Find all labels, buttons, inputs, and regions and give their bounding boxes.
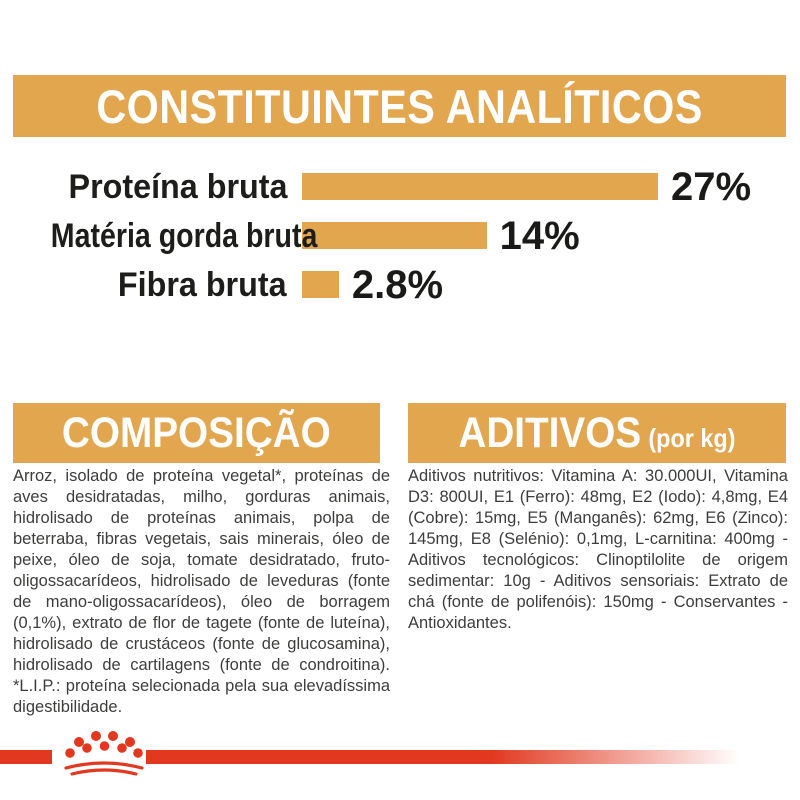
footer-red-line-left — [0, 750, 52, 764]
chart-category-label: Fibra bruta — [0, 268, 287, 302]
chart-row-protein: Proteína bruta 27% — [0, 162, 800, 211]
chart-category-label: Proteína bruta — [0, 170, 287, 204]
composition-title: COMPOSIÇÃO — [62, 408, 331, 457]
additives-title: ADITIVOS — [458, 408, 642, 457]
chart-category-label-text: Matéria gorda bruta — [50, 216, 318, 255]
composition-banner: COMPOSIÇÃO — [13, 403, 380, 463]
chart-bar — [302, 222, 487, 249]
chart-bar — [302, 173, 658, 200]
chart-category-label-text: Proteína bruta — [68, 167, 287, 206]
chart-row-fibre: Fibra bruta 2.8% — [0, 260, 800, 309]
additives-text: Aditivos nutritivos: Vitamina A: 30.000U… — [408, 467, 788, 632]
royal-canin-crown-logo-icon — [64, 731, 144, 776]
chart-bar — [302, 271, 339, 298]
chart-row-fat: Matéria gorda bruta 14% — [0, 211, 800, 260]
chart-category-label-text: Fibra bruta — [118, 265, 287, 304]
chart-value-label: 2.8% — [351, 262, 444, 307]
analytical-constituents-chart: Proteína bruta 27% Matéria gorda bruta 1… — [0, 162, 800, 309]
additives-banner: ADITIVOS (por kg) — [408, 403, 786, 463]
analytical-constituents-banner: CONSTITUINTES ANALÍTICOS — [13, 75, 786, 137]
footer-red-line-right — [146, 750, 740, 764]
additives-title-group: ADITIVOS (por kg) — [458, 408, 736, 457]
chart-value-label: 27% — [670, 164, 752, 209]
chart-value-label: 14% — [499, 213, 580, 258]
analytical-constituents-title: CONSTITUINTES ANALÍTICOS — [96, 79, 703, 133]
composition-text: Arroz, isolado de proteína vegetal*, pro… — [13, 467, 390, 716]
chart-category-label: Matéria gorda bruta — [0, 219, 318, 253]
additives-subtitle: (por kg) — [648, 422, 736, 453]
